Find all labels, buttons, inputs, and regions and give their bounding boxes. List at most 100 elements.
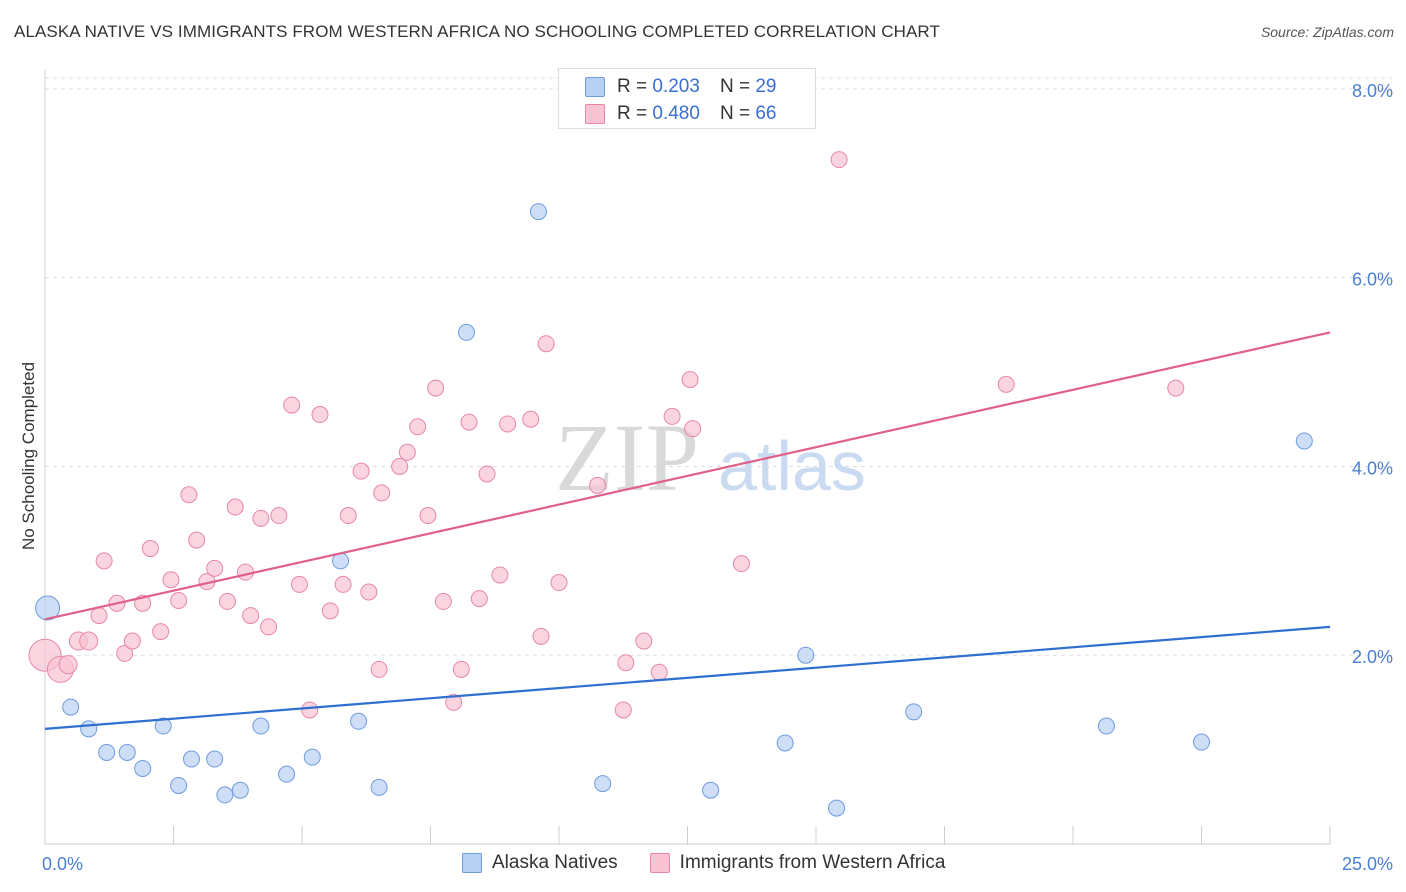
western-africa-point [635, 632, 653, 650]
r-value: 0.203 [652, 76, 700, 97]
western-africa-point [58, 655, 78, 675]
alaska-native-point [80, 720, 98, 738]
legend-row-alaska: R = 0.203 N = 29 [585, 75, 776, 99]
western-africa-point [684, 420, 702, 438]
series-immigrants-western-africa [28, 151, 1185, 719]
alaska-native-point [828, 799, 846, 817]
y-axis-label: No Schooling Completed [19, 362, 38, 550]
alaska-native-point [154, 717, 172, 735]
western-africa-point [270, 507, 288, 525]
western-africa-point [409, 418, 427, 436]
western-africa-point [141, 540, 159, 558]
blue-swatch [585, 77, 605, 97]
western-africa-point [218, 592, 236, 610]
western-africa-point [123, 632, 141, 650]
western-africa-point [95, 552, 113, 570]
alaska-native-point [62, 698, 80, 716]
alaska-native-point [529, 203, 547, 221]
western-africa-point [162, 571, 180, 589]
western-africa-point [452, 660, 470, 678]
n-label: N = [719, 76, 751, 97]
western-africa-point [252, 509, 270, 527]
western-africa-point [537, 335, 555, 353]
western-africa-point [617, 654, 635, 672]
alaska-native-point [216, 786, 234, 804]
trend-lines [44, 331, 1331, 730]
western-africa-point [681, 371, 699, 389]
western-africa-point [470, 590, 488, 608]
trend-line-alaska [44, 625, 1331, 730]
western-africa-point [242, 607, 260, 625]
alaska-native-point [776, 734, 794, 752]
western-africa-point [491, 566, 509, 584]
x-tick-label: 0.0% [42, 854, 83, 874]
alaska-native-point [118, 743, 136, 761]
x-tick-label: 25.0% [1342, 854, 1393, 874]
alaska-native-point [303, 748, 321, 766]
y-tick-label: 8.0% [1352, 81, 1393, 101]
n-label: N = [719, 103, 751, 124]
western-africa-point [427, 379, 445, 397]
western-africa-point [334, 575, 352, 593]
western-africa-point [434, 592, 452, 610]
legend-row-western-africa: R = 0.480 N = 66 [585, 102, 776, 126]
western-africa-point [152, 623, 170, 641]
alaska-native-point [1097, 717, 1115, 735]
western-africa-point [478, 465, 496, 483]
y-tick-label: 2.0% [1352, 647, 1393, 667]
alaska-native-point [206, 750, 224, 768]
western-africa-point [116, 644, 134, 662]
axes [44, 70, 1331, 845]
blue-swatch [462, 853, 482, 873]
western-africa-point [170, 591, 188, 609]
western-africa-point [236, 563, 254, 581]
watermark-atlas: atlas [718, 427, 866, 505]
y-tick-labels: 2.0% 4.0% 6.0% 8.0% [1352, 81, 1393, 667]
series-legend: Alaska Natives Immigrants from Western A… [462, 852, 977, 874]
western-africa-point [830, 151, 848, 169]
alaska-native-point [134, 759, 152, 777]
western-africa-point [650, 663, 668, 681]
western-africa-point [522, 410, 540, 428]
alaska-native-point [370, 778, 388, 796]
alaska-native-point [98, 743, 116, 761]
western-africa-point [301, 701, 319, 719]
y-tick-label: 6.0% [1352, 270, 1393, 290]
alaska-native-point [1193, 733, 1210, 751]
x-tick-labels: 0.0% 25.0% [42, 854, 1393, 874]
western-africa-point [370, 660, 388, 678]
western-africa-point [283, 396, 301, 414]
legend-label: Alaska Natives [492, 852, 618, 873]
r-label: R = [617, 76, 648, 97]
legend-label: Immigrants from Western Africa [679, 852, 946, 873]
alaska-native-point [35, 595, 61, 621]
western-africa-point [1167, 379, 1185, 397]
western-africa-point [460, 413, 478, 431]
western-africa-point [188, 531, 206, 549]
western-africa-point [260, 618, 278, 636]
western-africa-point [445, 693, 463, 711]
alaska-native-point [350, 712, 368, 730]
western-africa-point [311, 406, 329, 424]
western-africa-point [398, 443, 416, 461]
alaska-native-point [170, 776, 188, 794]
western-africa-point [360, 583, 378, 601]
trend-line-western-africa [44, 331, 1331, 621]
western-africa-point [391, 457, 409, 475]
western-africa-point [180, 486, 198, 504]
alaska-native-point [1295, 432, 1313, 450]
western-africa-point [532, 627, 550, 645]
western-africa-point [206, 559, 224, 577]
pink-swatch [585, 104, 605, 124]
western-africa-point [732, 555, 750, 573]
legend-item-western-africa: Immigrants from Western Africa [649, 852, 946, 874]
western-africa-point [226, 498, 244, 516]
western-africa-point [663, 407, 681, 425]
r-label: R = [617, 103, 648, 124]
alaska-native-point [594, 775, 612, 793]
series-alaska-natives [35, 203, 1313, 817]
western-africa-point [290, 575, 308, 593]
western-africa-point [419, 507, 437, 525]
western-africa-point [550, 574, 568, 592]
